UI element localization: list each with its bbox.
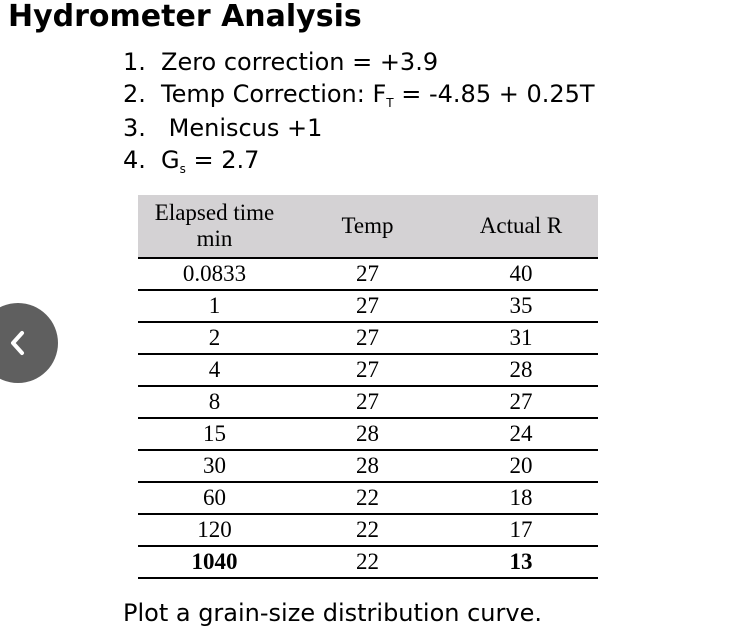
given-item-subscript: s [179, 162, 186, 176]
cell-temp: 22 [291, 482, 444, 515]
given-item-temp-correction: 2. Temp Correction: FT = -4.85 + 0.25T [123, 80, 595, 110]
table-row: 4 27 28 [138, 354, 598, 387]
cell-actual-r: 40 [444, 258, 598, 291]
cell-temp: 27 [291, 322, 444, 355]
table-row: 1040 22 13 [138, 546, 598, 579]
back-button[interactable] [0, 303, 58, 383]
table-row: 30 28 20 [138, 450, 598, 483]
instruction-text: Plot a grain-size distribution curve. [123, 599, 542, 627]
table-row: 2 27 31 [138, 322, 598, 355]
chevron-left-icon [11, 331, 24, 355]
given-item-text: = -4.85 + 0.25T [393, 80, 595, 108]
column-header-actual-r: Actual R [444, 195, 598, 259]
given-item-meniscus: 3. Meniscus +1 [123, 114, 322, 142]
hydrometer-data-table: Elapsed time min Temp Actual R 0.0833 27… [138, 195, 598, 579]
cell-temp: 27 [291, 386, 444, 419]
cell-actual-r: 31 [444, 322, 598, 355]
cell-elapsed-time: 8 [138, 386, 291, 419]
given-item-number: 4. [123, 146, 146, 174]
column-header-temp: Temp [291, 195, 444, 259]
given-item-specific-gravity: 4. Gs = 2.7 [123, 146, 260, 176]
cell-actual-r: 27 [444, 386, 598, 419]
cell-elapsed-time: 2 [138, 322, 291, 355]
given-item-subscript: T [386, 96, 394, 110]
cell-actual-r: 18 [444, 482, 598, 515]
cell-actual-r: 24 [444, 418, 598, 451]
cell-temp: 28 [291, 450, 444, 483]
column-header-label: Elapsed time min [154, 200, 275, 251]
cell-temp: 22 [291, 514, 444, 547]
cell-elapsed-time: 1040 [138, 546, 291, 579]
cell-actual-r: 28 [444, 354, 598, 387]
given-item-number: 2. [123, 80, 146, 108]
given-item-number: 1. [123, 48, 146, 76]
cell-elapsed-time: 15 [138, 418, 291, 451]
given-item-zero-correction: 1. Zero correction = +3.9 [123, 48, 438, 76]
cell-temp: 27 [291, 258, 444, 291]
given-item-text: Zero correction = +3.9 [161, 48, 439, 76]
cell-actual-r: 35 [444, 290, 598, 323]
table-row: 1 27 35 [138, 290, 598, 323]
page-title: Hydrometer Analysis [8, 0, 362, 34]
cell-temp: 27 [291, 354, 444, 387]
cell-elapsed-time: 1 [138, 290, 291, 323]
table-row: 8 27 27 [138, 386, 598, 419]
given-item-text: G [161, 146, 180, 174]
column-header-elapsed-time: Elapsed time min [138, 195, 291, 259]
given-item-number: 3. [123, 114, 146, 142]
given-item-text: Temp Correction: F [161, 80, 387, 108]
cell-actual-r: 17 [444, 514, 598, 547]
given-item-text: = 2.7 [185, 146, 260, 174]
cell-elapsed-time: 60 [138, 482, 291, 515]
cell-actual-r: 20 [444, 450, 598, 483]
cell-temp: 27 [291, 290, 444, 323]
table-row: 15 28 24 [138, 418, 598, 451]
given-item-text: Meniscus +1 [161, 114, 323, 142]
cell-elapsed-time: 4 [138, 354, 291, 387]
cell-actual-r: 13 [444, 546, 598, 579]
cell-elapsed-time: 120 [138, 514, 291, 547]
table-row: 0.0833 27 40 [138, 258, 598, 291]
cell-temp: 28 [291, 418, 444, 451]
table-row: 60 22 18 [138, 482, 598, 515]
cell-elapsed-time: 30 [138, 450, 291, 483]
table-header-row: Elapsed time min Temp Actual R [138, 195, 598, 259]
table-row: 120 22 17 [138, 514, 598, 547]
cell-elapsed-time: 0.0833 [138, 258, 291, 291]
cell-temp: 22 [291, 546, 444, 579]
